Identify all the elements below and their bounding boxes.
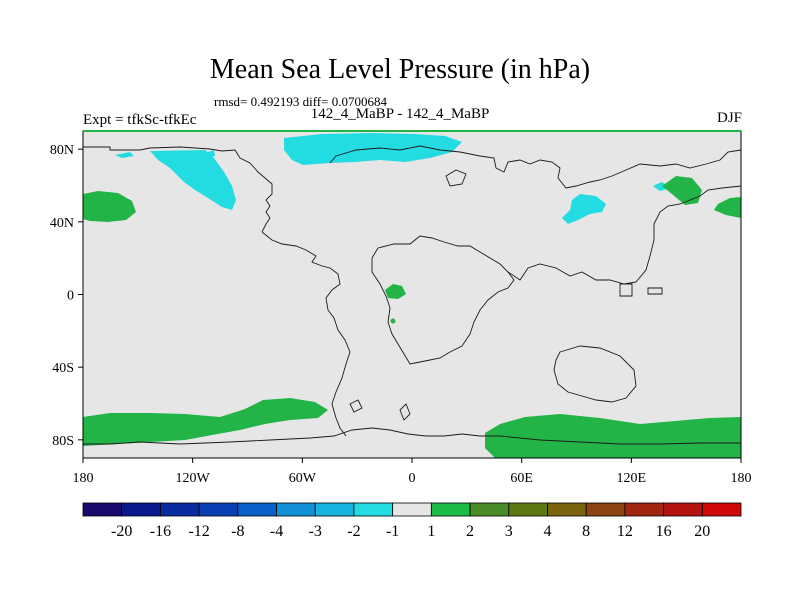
coastline-asia-south <box>507 185 742 285</box>
colorbar-label: 3 <box>505 523 513 540</box>
colorbar-swatch <box>353 502 394 517</box>
coastline-island-2 <box>349 399 363 413</box>
lon-tick-label: 60E <box>510 471 533 486</box>
colorbar-label: 2 <box>466 523 474 540</box>
colorbar-swatch <box>624 502 664 517</box>
colorbar-label: 4 <box>543 523 551 540</box>
coastline-island-4 <box>647 287 663 295</box>
chart-title: Mean Sea Level Pressure (in hPa) <box>209 54 591 85</box>
coastline-australia <box>553 345 637 403</box>
colorbar-swatch <box>469 502 510 517</box>
colorbar-label: -16 <box>150 523 171 540</box>
colorbar-swatch <box>701 502 742 517</box>
negative-region-small-west <box>115 152 134 158</box>
negative-region-small-arctic-edge <box>208 150 215 157</box>
positive-region-south-west <box>83 398 328 446</box>
map-background <box>83 131 741 458</box>
lat-tick-label: 0 <box>67 289 74 304</box>
colorbar-label: -3 <box>309 523 322 540</box>
lat-tick-label: 40N <box>50 216 74 231</box>
colorbar-swatch <box>547 502 587 517</box>
season-label: DJF <box>716 110 742 126</box>
coastlines <box>83 145 742 445</box>
colorbar-label: -8 <box>231 523 244 540</box>
colorbar-swatch <box>663 502 703 517</box>
lon-tick-label: 120W <box>176 471 211 486</box>
colorbar-label: -20 <box>111 523 132 540</box>
lat-tick-label: 80N <box>50 143 74 158</box>
positive-region-east-patch <box>662 176 702 205</box>
positive-anomaly-regions <box>83 176 741 458</box>
colorbar-label: 20 <box>694 523 710 540</box>
colorbar-label: 8 <box>582 523 590 540</box>
colorbar-label: -1 <box>386 523 399 540</box>
coastline-arctic-north-america <box>83 146 273 233</box>
lon-tick-label: 60W <box>289 471 317 486</box>
lat-tick-label: 80S <box>52 434 74 449</box>
colorbar-swatch <box>585 502 626 517</box>
colorbar-swatch <box>160 502 200 517</box>
lon-tick-label: 180 <box>731 471 752 486</box>
coastline-island-3 <box>399 403 411 421</box>
colorbar-label: -12 <box>188 523 209 540</box>
lat-tick-label: 40S <box>52 361 74 376</box>
stats-line: rmsd= 0.492193 diff= 0.0700684 <box>214 94 387 109</box>
positive-region-center-patch <box>385 284 406 299</box>
longitude-ticks: 180 120W 60W 0 60E 120E 180 <box>73 458 752 486</box>
latitude-ticks: 80N 40N 0 40S 80S <box>50 143 83 449</box>
colorbar-swatch <box>314 502 355 517</box>
coastline-eurasia-north <box>329 145 742 189</box>
experiment-label: Expt = tfkSc-tfkEc <box>83 112 197 128</box>
colorbar-swatch <box>121 502 161 517</box>
coastline-americas <box>261 231 351 437</box>
colorbar-swatch <box>430 502 471 517</box>
colorbar-label: 16 <box>656 523 672 540</box>
positive-region-northwest <box>83 191 136 222</box>
colorbar-label: 12 <box>617 523 633 540</box>
colorbar-swatch <box>82 502 123 517</box>
positive-region-northeast <box>714 197 741 218</box>
colorbar-swatch <box>392 502 432 517</box>
colorbar-label: -2 <box>347 523 360 540</box>
colorbar-label: 1 <box>427 523 435 540</box>
colorbar-swatch <box>237 502 277 517</box>
colorbar-swatch <box>198 502 239 517</box>
coastline-antarctica <box>83 427 741 445</box>
negative-region-greenland-west <box>150 150 236 210</box>
positive-region-south-east <box>485 414 741 458</box>
comparison-label: 142_4_MaBP - 142_4_MaBP <box>310 106 490 122</box>
colorbar-swatch <box>276 502 316 517</box>
coastline-africa-europe <box>371 235 515 365</box>
colorbar-swatch <box>508 502 548 517</box>
lon-tick-label: 120E <box>617 471 647 486</box>
lon-tick-label: 180 <box>73 471 94 486</box>
negative-region-siberia <box>562 194 606 224</box>
coastline-island-5 <box>619 283 633 297</box>
positive-region-dot <box>390 318 396 324</box>
lon-tick-label: 0 <box>409 471 416 486</box>
colorbar: -20 -16 -12 -8 -4 -3 -2 -1 1 2 3 4 8 12 16 20 <box>82 502 742 540</box>
colorbar-label: -4 <box>270 523 283 540</box>
coastline-island-1 <box>445 169 467 187</box>
